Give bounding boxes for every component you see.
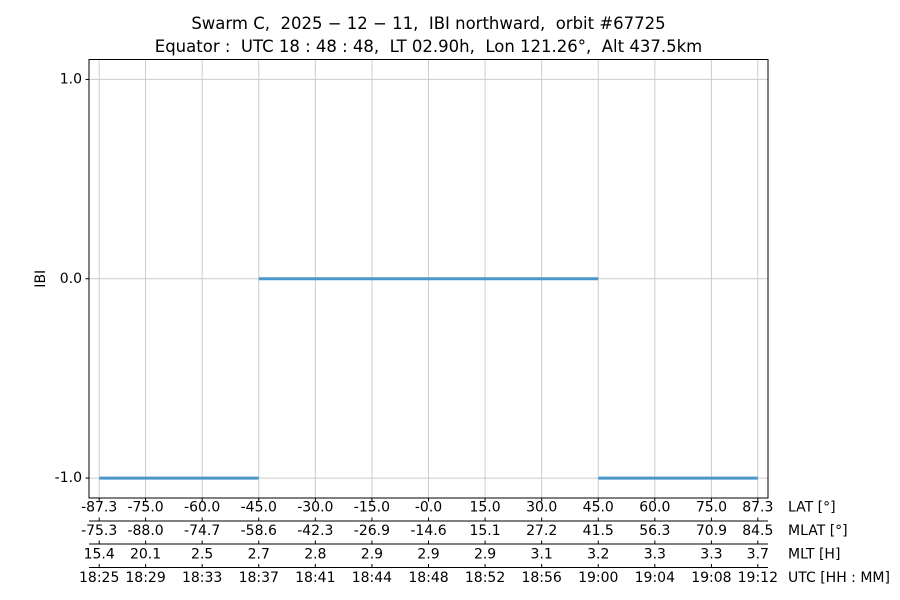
chart-subtitle: Equator : UTC 18 : 48 : 48, LT 02.90h, L… xyxy=(154,37,703,56)
x-tick-label-utc: 18:29 xyxy=(125,570,165,586)
x-tick-label-utc: 19:04 xyxy=(635,570,675,586)
x-tick-label-mlt: 2.9 xyxy=(361,547,383,563)
x-tick-label-mlat: 27.2 xyxy=(526,523,557,539)
x-tick-label-lat: 15.0 xyxy=(469,500,500,516)
x-tick-label-mlt: 2.9 xyxy=(474,547,496,563)
x-tick-label-utc: 19:08 xyxy=(691,570,731,586)
x-tick-label-lat: 30.0 xyxy=(526,500,557,516)
y-tick-label: 1.0 xyxy=(60,71,82,87)
x-tick-label-lat: -15.0 xyxy=(354,500,390,516)
x-tick-label-lat: 75.0 xyxy=(696,500,727,516)
x-tick-label-mlat: 84.5 xyxy=(742,523,773,539)
x-tick-label-mlt: 3.1 xyxy=(531,547,553,563)
x-tick-label-utc: 18:48 xyxy=(408,570,448,586)
x-tick-label-utc: 19:12 xyxy=(738,570,778,586)
x-tick-label-mlat: -75.3 xyxy=(81,523,117,539)
x-tick-label-lat: -45.0 xyxy=(241,500,277,516)
x-tick-label-utc: 18:37 xyxy=(239,570,279,586)
x-tick-label-mlt: 20.1 xyxy=(130,547,161,563)
x-tick-label-utc: 18:25 xyxy=(79,570,119,586)
x-tick-label-utc: 18:52 xyxy=(465,570,505,586)
x-tick-label-mlat: -88.0 xyxy=(127,523,163,539)
axis-row-name-utc: UTC [HH : MM] xyxy=(788,570,890,586)
x-tick-label-lat: -60.0 xyxy=(184,500,220,516)
x-tick-label-mlt: 2.5 xyxy=(191,547,213,563)
x-tick-label-mlt: 3.2 xyxy=(587,547,609,563)
axis-row-name-mlat: MLAT [°] xyxy=(788,523,848,539)
x-tick-label-lat: 45.0 xyxy=(583,500,614,516)
x-tick-label-lat: 87.3 xyxy=(742,500,773,516)
x-tick-label-utc: 18:44 xyxy=(352,570,392,586)
x-tick-label-lat: -87.3 xyxy=(81,500,117,516)
x-tick-label-mlat: -42.3 xyxy=(297,523,333,539)
y-tick-label: -1.0 xyxy=(55,470,82,486)
x-tick-label-mlat: -14.6 xyxy=(410,523,446,539)
axis-row-name-lat: LAT [°] xyxy=(788,500,836,516)
y-axis-label: IBI xyxy=(33,270,49,288)
y-tick-label: 0.0 xyxy=(60,271,82,287)
chart-title: Swarm C, 2025 − 12 − 11, IBI northward, … xyxy=(191,14,666,33)
x-tick-label-utc: 18:56 xyxy=(521,570,561,586)
x-tick-label-mlt: 3.7 xyxy=(747,547,769,563)
x-tick-label-mlt: 2.8 xyxy=(304,547,326,563)
x-tick-label-mlt: 15.4 xyxy=(84,547,115,563)
x-tick-label-utc: 19:00 xyxy=(578,570,618,586)
x-tick-label-mlat: 15.1 xyxy=(469,523,500,539)
x-tick-label-lat: -0.0 xyxy=(415,500,442,516)
x-tick-label-mlat: 56.3 xyxy=(639,523,670,539)
x-tick-label-lat: 60.0 xyxy=(639,500,670,516)
x-tick-label-mlat: -58.6 xyxy=(241,523,277,539)
x-tick-label-mlat: -26.9 xyxy=(354,523,390,539)
x-tick-label-mlt: 2.7 xyxy=(248,547,270,563)
x-tick-label-mlat: 41.5 xyxy=(583,523,614,539)
x-tick-label-mlt: 3.3 xyxy=(700,547,722,563)
x-tick-label-mlt: 3.3 xyxy=(644,547,666,563)
x-tick-label-utc: 18:41 xyxy=(295,570,335,586)
x-tick-label-utc: 18:33 xyxy=(182,570,222,586)
axis-row-name-mlt: MLT [H] xyxy=(788,547,840,563)
x-tick-label-lat: -30.0 xyxy=(297,500,333,516)
x-tick-label-lat: -75.0 xyxy=(127,500,163,516)
x-tick-label-mlt: 2.9 xyxy=(417,547,439,563)
x-tick-label-mlat: 70.9 xyxy=(696,523,727,539)
x-tick-label-mlat: -74.7 xyxy=(184,523,220,539)
